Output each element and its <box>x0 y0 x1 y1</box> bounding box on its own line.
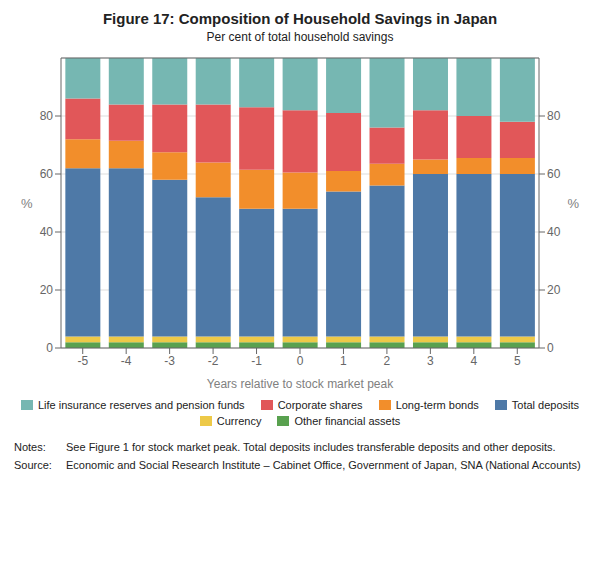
svg-text:4: 4 <box>470 354 477 368</box>
svg-text:-2: -2 <box>208 354 219 368</box>
html-text:Other financial assets: Other financial assets <box>294 415 401 427</box>
svg-text:-3: -3 <box>164 354 175 368</box>
svg-text:0: 0 <box>547 341 554 355</box>
html-text:Economic and Social Research I: Economic and Social Research Institute –… <box>66 459 581 471</box>
svg-text:%: % <box>21 196 33 211</box>
svg-text:60: 60 <box>547 167 561 181</box>
html-text:Long-term bonds: Long-term bonds <box>395 399 479 411</box>
html-text:See Figure 1 for stock market: See Figure 1 for stock market peak. Tota… <box>66 441 556 453</box>
html-text:Currency: Currency <box>216 415 262 427</box>
svg-text:80: 80 <box>547 109 561 123</box>
svg-text:Years relative to stock market: Years relative to stock market peak <box>207 377 394 391</box>
html-text:Per cent of total household sa: Per cent of total household savings <box>206 30 394 44</box>
svg-text:20: 20 <box>40 283 54 297</box>
svg-text:2: 2 <box>384 354 391 368</box>
html-text:Corporate shares: Corporate shares <box>277 399 363 411</box>
svg-text:-1: -1 <box>251 354 262 368</box>
html-text:Figure 17: Composition of Hous: Figure 17: Composition of Household Savi… <box>102 10 498 27</box>
svg-text:60: 60 <box>40 167 54 181</box>
html-text:Source:: Source: <box>14 459 52 471</box>
svg-text:80: 80 <box>40 109 54 123</box>
svg-text:0: 0 <box>297 354 304 368</box>
svg-text:-4: -4 <box>121 354 132 368</box>
svg-text:0: 0 <box>46 341 53 355</box>
svg-text:5: 5 <box>514 354 521 368</box>
svg-text:40: 40 <box>547 225 561 239</box>
html-text:Life insurance reserves and pe: Life insurance reserves and pension fund… <box>37 399 245 411</box>
svg-text:20: 20 <box>547 283 561 297</box>
svg-text:1: 1 <box>340 354 347 368</box>
html-text:Total deposits: Total deposits <box>511 399 580 411</box>
html-text:Notes:: Notes: <box>14 441 46 453</box>
svg-text:3: 3 <box>427 354 434 368</box>
svg-text:40: 40 <box>40 225 54 239</box>
svg-text:%: % <box>567 196 579 211</box>
svg-text:-5: -5 <box>77 354 88 368</box>
